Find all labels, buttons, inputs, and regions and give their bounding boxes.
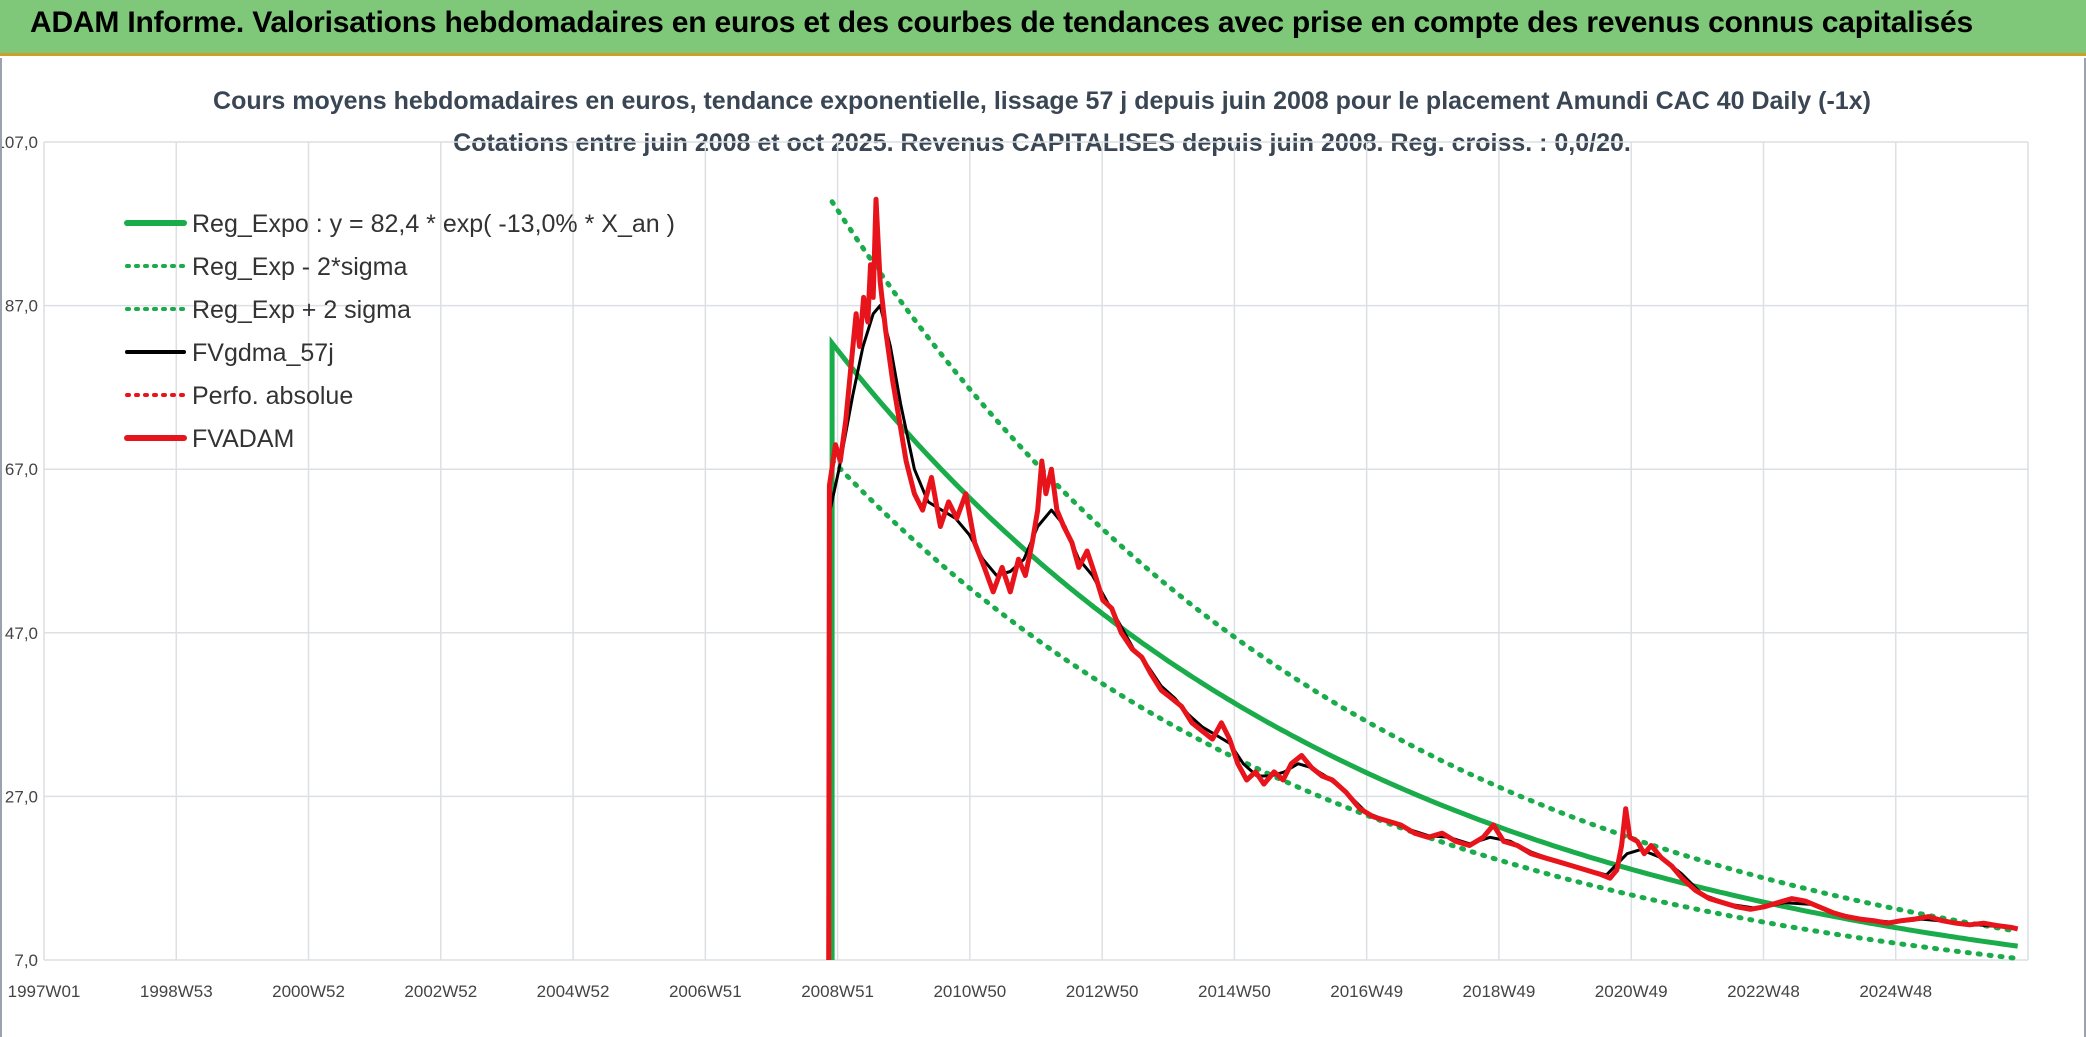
y-axis-ticks: 7,0 27,0 47,0 67,0 87,0 107,0 xyxy=(2,133,38,970)
series-lines xyxy=(826,196,2021,961)
x-tick-label: 2016W49 xyxy=(1330,982,1403,1001)
y-tick-label: 47,0 xyxy=(5,624,38,643)
legend-label-fvadam: FVADAM xyxy=(192,425,294,453)
legend-label-reg_plus: Reg_Exp + 2 sigma xyxy=(192,296,411,324)
legend-label-reg_minus: Reg_Exp - 2*sigma xyxy=(192,253,407,281)
series-fvadam xyxy=(826,196,2019,961)
x-tick-label: 2014W50 xyxy=(1198,982,1271,1001)
series-reg-plus-2sigma xyxy=(829,199,2021,934)
x-tick-label: 2018W49 xyxy=(1463,982,1536,1001)
x-tick-label: 2010W50 xyxy=(933,982,1006,1001)
report-title: ADAM Informe. Valorisations hebdomadaire… xyxy=(30,6,1973,39)
x-tick-label: 2012W50 xyxy=(1066,982,1139,1001)
chart-area: Cours moyens hebdomadaires en euros, ten… xyxy=(0,58,2086,1037)
x-tick-label: 1997W01 xyxy=(8,982,81,1001)
chart-subtitle: Cotations entre juin 2008 et oct 2025. R… xyxy=(453,129,1631,157)
x-tick-label: 2008W51 xyxy=(801,982,874,1001)
series-reg-expo xyxy=(829,336,2019,960)
legend-label-fvgdma: FVgdma_57j xyxy=(192,339,334,367)
x-tick-label: 2002W52 xyxy=(404,982,477,1001)
x-tick-label: 2004W52 xyxy=(537,982,610,1001)
legend: Reg_Expo : y = 82,4 * exp( -13,0% * X_an… xyxy=(124,210,675,453)
y-tick-label: 107,0 xyxy=(2,133,38,152)
x-tick-label: 2020W49 xyxy=(1595,982,1668,1001)
y-tick-label: 87,0 xyxy=(5,297,38,316)
x-axis-ticks: 1997W01 1998W53 2000W52 2002W52 2004W52 2006W… xyxy=(8,982,1933,1001)
x-tick-label: 2024W48 xyxy=(1859,982,1932,1001)
y-tick-label: 67,0 xyxy=(5,460,38,479)
grid-lines xyxy=(43,141,2029,961)
x-tick-label: 2022W48 xyxy=(1727,982,1800,1001)
report-banner: ADAM Informe. Valorisations hebdomadaire… xyxy=(0,0,2086,56)
x-tick-label: 2000W52 xyxy=(272,982,345,1001)
trend-chart: Cours moyens hebdomadaires en euros, ten… xyxy=(2,87,2029,1001)
series-reg-minus-2sigma xyxy=(829,457,2021,961)
legend-label-perfo: Perfo. absolue xyxy=(192,382,353,410)
y-tick-label: 27,0 xyxy=(5,787,38,806)
y-tick-label: 7,0 xyxy=(14,951,38,970)
x-tick-label: 1998W53 xyxy=(140,982,213,1001)
x-tick-label: 2006W51 xyxy=(669,982,742,1001)
legend-label-reg_expo: Reg_Expo : y = 82,4 * exp( -13,0% * X_an… xyxy=(192,210,675,238)
chart-title: Cours moyens hebdomadaires en euros, ten… xyxy=(213,87,1871,115)
